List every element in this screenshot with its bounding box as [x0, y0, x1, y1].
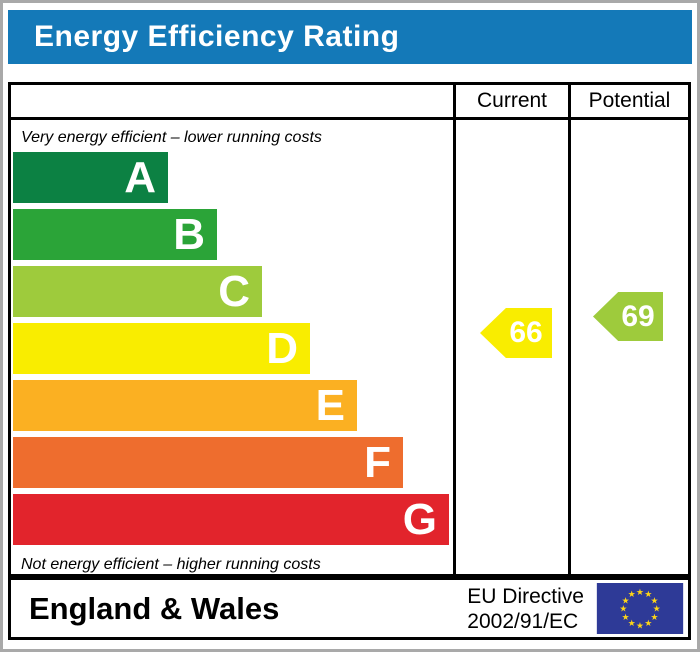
- band-e: E: [13, 380, 357, 431]
- svg-text:★: ★: [644, 619, 652, 629]
- band-g-label: G: [402, 494, 437, 544]
- band-a-label: A: [124, 152, 156, 202]
- caption-top: Very energy efficient – lower running co…: [21, 129, 322, 146]
- svg-text:★: ★: [644, 590, 652, 600]
- svg-text:★: ★: [628, 619, 636, 629]
- band-f: F: [13, 437, 403, 488]
- band-f-label: F: [364, 437, 391, 487]
- svg-text:★: ★: [650, 596, 658, 606]
- band-g: G: [13, 494, 449, 545]
- header-current: Current: [453, 85, 568, 120]
- bands-column: Very energy efficient – lower running co…: [11, 120, 453, 574]
- eu-flag-icon: ★ ★ ★ ★ ★ ★ ★ ★ ★ ★ ★ ★: [596, 583, 684, 634]
- caption-bottom: Not energy efficient – higher running co…: [21, 556, 321, 573]
- band-c: C: [13, 266, 262, 317]
- current-column: 66: [453, 120, 568, 574]
- potential-column: 69: [568, 120, 688, 574]
- header-potential: Potential: [568, 85, 688, 120]
- band-d-label: D: [266, 323, 298, 373]
- svg-text:★: ★: [628, 590, 636, 600]
- svg-text:★: ★: [653, 605, 661, 615]
- current-rating-arrow: 66: [480, 308, 552, 358]
- svg-text:★: ★: [650, 613, 658, 623]
- band-b-label: B: [173, 209, 205, 259]
- footer: England & Wales EU Directive 2002/91/EC …: [8, 577, 691, 640]
- page-title: Energy Efficiency Rating: [8, 10, 692, 64]
- rating-table: Current Potential Very energy efficient …: [8, 82, 691, 577]
- svg-text:★: ★: [636, 621, 644, 631]
- eu-directive-line2: 2002/91/EC: [467, 609, 579, 633]
- band-b: B: [13, 209, 217, 260]
- svg-text:★: ★: [619, 605, 627, 615]
- band-c-label: C: [218, 266, 250, 316]
- svg-text:★: ★: [622, 596, 630, 606]
- eu-directive-line1: EU Directive: [467, 584, 584, 608]
- band-d: D: [13, 323, 310, 374]
- header-blank-cell: [11, 85, 453, 120]
- band-e-label: E: [315, 380, 345, 430]
- region-label: England & Wales: [29, 590, 280, 626]
- eu-directive-label: EU Directive 2002/91/EC: [467, 584, 584, 634]
- band-a: A: [13, 152, 168, 203]
- potential-rating-value: 69: [621, 299, 655, 333]
- potential-rating-arrow: 69: [593, 292, 663, 341]
- svg-text:★: ★: [636, 588, 644, 598]
- svg-text:★: ★: [622, 613, 630, 623]
- current-rating-value: 66: [509, 316, 543, 349]
